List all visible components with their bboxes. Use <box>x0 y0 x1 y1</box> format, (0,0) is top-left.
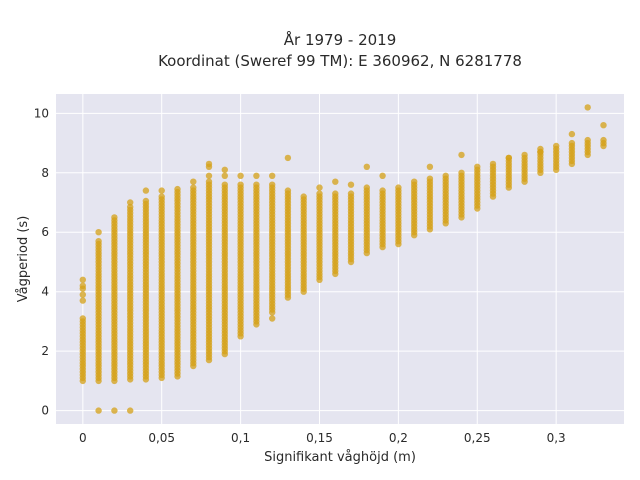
data-point <box>221 166 228 173</box>
data-point <box>127 199 134 206</box>
x-tick-labels: 0 0,05 0,1 0,15 0,2 0,25 0,3 <box>79 431 566 445</box>
data-point <box>190 184 197 191</box>
data-point <box>111 214 118 221</box>
data-point <box>553 142 560 150</box>
data-point <box>221 181 228 188</box>
data-point <box>379 187 386 194</box>
data-point <box>584 136 591 144</box>
data-point <box>111 407 118 414</box>
data-point <box>458 169 465 176</box>
data-point <box>537 148 544 156</box>
data-points <box>79 104 607 414</box>
data-point <box>205 178 213 185</box>
y-tick-label: 6 <box>41 225 49 239</box>
data-point <box>568 139 576 147</box>
data-point <box>347 190 355 197</box>
y-tick-label: 0 <box>41 404 49 418</box>
data-point <box>284 187 292 194</box>
data-point <box>269 172 276 179</box>
data-point <box>521 151 528 159</box>
data-point <box>127 407 134 414</box>
data-point <box>142 187 150 194</box>
x-tick-label: 0,25 <box>464 431 491 445</box>
data-point <box>79 285 87 292</box>
data-point <box>379 172 386 179</box>
data-point <box>411 178 418 185</box>
data-point <box>95 229 102 236</box>
plot-background <box>56 94 624 424</box>
data-point <box>79 291 87 298</box>
data-point <box>395 184 402 191</box>
x-tick-label: 0,1 <box>231 431 250 445</box>
data-point <box>316 190 323 197</box>
data-point <box>363 163 370 170</box>
data-point <box>79 315 87 322</box>
data-point <box>269 315 276 322</box>
data-point <box>442 172 449 179</box>
data-point <box>426 163 434 170</box>
data-point <box>95 407 102 414</box>
data-point <box>237 181 244 188</box>
data-point <box>127 203 134 211</box>
data-point <box>600 136 607 144</box>
x-tick-label: 0,05 <box>148 431 175 445</box>
y-axis-label: Vågperiod (s) <box>16 216 31 303</box>
data-point <box>489 160 497 168</box>
data-point <box>158 193 165 200</box>
y-tick-label: 2 <box>41 344 49 358</box>
data-point <box>158 187 165 194</box>
data-point <box>363 184 370 191</box>
chart-title-line-1: År 1979 - 2019 <box>284 30 397 49</box>
data-point <box>95 238 102 245</box>
y-tick-label: 4 <box>41 285 49 299</box>
x-tick-label: 0,15 <box>306 431 333 445</box>
x-tick-label: 0 <box>79 431 87 445</box>
data-point <box>300 193 307 200</box>
data-point <box>205 172 213 179</box>
data-point <box>332 178 339 185</box>
data-point <box>253 172 260 179</box>
data-point <box>79 276 87 283</box>
data-point <box>205 163 213 170</box>
data-point <box>600 122 607 129</box>
data-point <box>426 175 434 182</box>
y-tick-label: 10 <box>34 106 49 120</box>
data-point <box>269 181 276 188</box>
data-point <box>221 172 228 179</box>
x-axis-label: Signifikant våghöjd (m) <box>264 450 416 465</box>
data-point <box>253 181 260 188</box>
x-tick-label: 0,2 <box>389 431 408 445</box>
data-point <box>190 178 197 185</box>
grid-lines <box>56 94 624 424</box>
data-point <box>347 181 355 188</box>
data-point <box>332 190 339 197</box>
data-point <box>568 130 576 138</box>
data-point <box>584 104 591 111</box>
data-point <box>505 154 512 162</box>
data-point <box>237 172 244 179</box>
data-point <box>458 151 465 159</box>
data-point <box>316 184 323 191</box>
x-tick-label: 0,3 <box>547 431 566 445</box>
y-tick-label: 8 <box>41 166 49 180</box>
data-point <box>284 154 292 162</box>
data-point <box>474 163 481 170</box>
data-point <box>142 197 150 205</box>
chart-title-line-2: Koordinat (Sweref 99 TM): E 360962, N 62… <box>158 52 522 70</box>
y-tick-labels: 0 2 4 6 8 10 <box>34 106 49 417</box>
data-point <box>79 297 87 304</box>
data-point <box>174 185 181 193</box>
